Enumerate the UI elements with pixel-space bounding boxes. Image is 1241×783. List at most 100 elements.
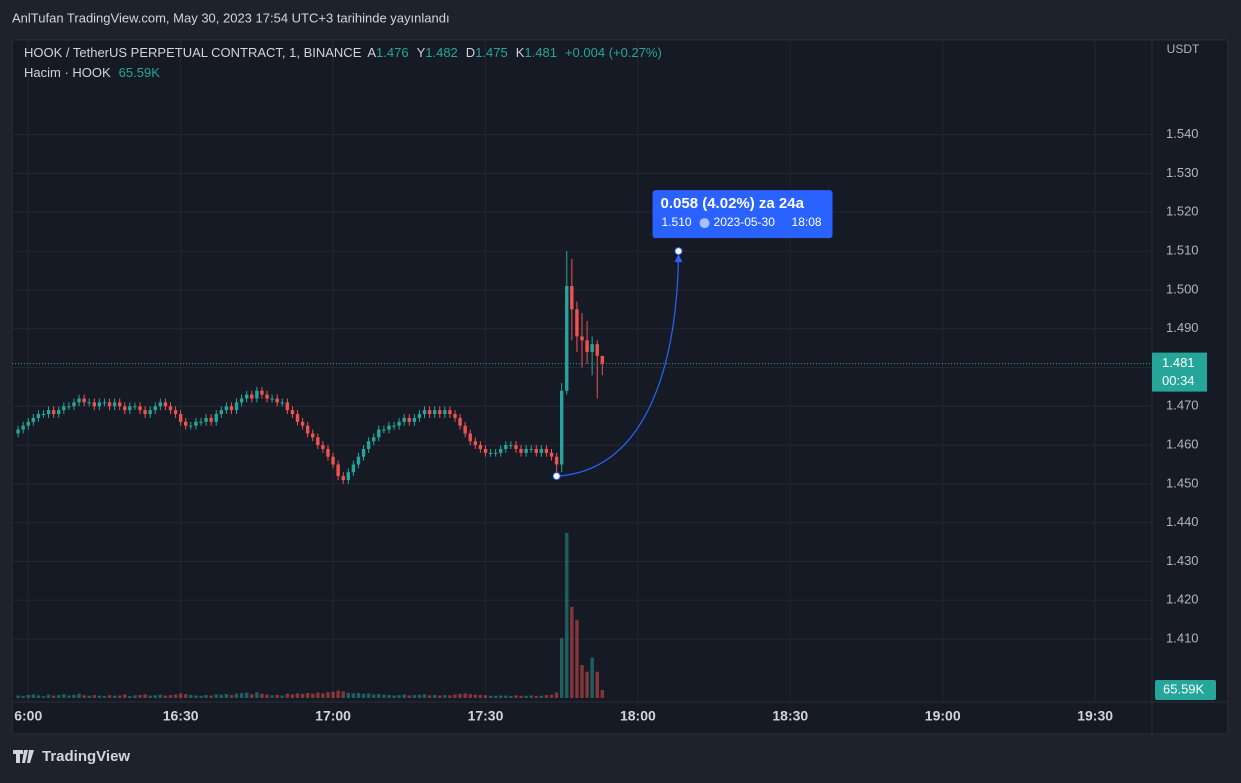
candle-body [239, 398, 244, 403]
x-tick-label: 19:30 [1077, 708, 1113, 724]
volume-bar [46, 694, 51, 698]
volume-bar [519, 695, 523, 698]
volume-bar [326, 692, 330, 698]
candle-body [26, 421, 30, 426]
candle-body [473, 441, 478, 446]
volume-bar [559, 638, 564, 698]
ohlc-value: 1.482 [425, 45, 458, 60]
volume-bar [311, 693, 315, 698]
candle-body [407, 417, 411, 422]
projection-curve [556, 255, 680, 477]
candle-body [600, 355, 605, 364]
volume-value: 65.59K [119, 65, 161, 80]
volume-bar [529, 695, 533, 698]
candle-body [463, 425, 467, 434]
volume-legend: Hacim · HOOK 65.59K [24, 65, 160, 80]
volume-bar [260, 693, 264, 698]
candle-body [178, 414, 183, 422]
volume-bar [275, 694, 279, 698]
annotation-price: 1.510 [662, 215, 692, 229]
volume-bar [366, 693, 371, 698]
candle-body [184, 421, 188, 426]
candle-body [361, 448, 366, 457]
symbol-legend: HOOK / TetherUS PERPETUAL CONTRACT, 1, B… [24, 45, 662, 60]
candle-body [529, 448, 533, 450]
candle-body [595, 344, 599, 356]
y-tick-label: 1.500 [1166, 281, 1199, 296]
candle-body [468, 433, 472, 442]
candle-body [311, 433, 315, 438]
volume-bar [356, 692, 361, 698]
arrow-head [674, 254, 683, 263]
volume-bar [148, 695, 152, 698]
volume-bar [509, 695, 513, 698]
change: +0.004 (+0.27%) [565, 45, 662, 60]
logo-icon [13, 750, 34, 763]
y-tick-label: 1.510 [1166, 243, 1199, 258]
candle-body [397, 421, 401, 426]
volume-bar [184, 693, 188, 698]
candle-body [590, 344, 594, 352]
volume-bar [514, 695, 518, 698]
candle-body [255, 390, 259, 399]
y-tick-label: 1.530 [1166, 165, 1199, 180]
candle-body [46, 410, 51, 415]
volume-title: Hacim · HOOK [24, 65, 111, 80]
volume-bar [72, 694, 76, 698]
logo-text: TradingView [42, 748, 130, 765]
candle-body [432, 410, 437, 415]
candle-body [31, 417, 36, 422]
candle-body [422, 410, 427, 415]
volume-bar [570, 606, 574, 698]
clock-icon [699, 218, 710, 229]
volume-bar [41, 696, 46, 698]
currency: USDT [1167, 42, 1200, 56]
y-tick-label: 1.460 [1166, 437, 1199, 452]
volume-bar [392, 695, 396, 698]
candle-body [504, 445, 508, 449]
volume-bar [250, 694, 254, 698]
candle-body [265, 394, 269, 399]
volume-bar [229, 694, 234, 698]
candle-body [534, 448, 538, 453]
candle-body [549, 452, 554, 457]
volume-bar [539, 695, 544, 698]
candle-body [173, 410, 178, 415]
volume-bar [300, 693, 305, 698]
volume-bar [427, 695, 432, 698]
candle-body [499, 448, 503, 453]
candle-body [204, 417, 208, 422]
volume-bar [194, 695, 198, 698]
ohlc-value: 1.475 [475, 45, 508, 60]
candle-body [392, 425, 396, 427]
volume-bar [107, 695, 112, 698]
candle-body [524, 448, 528, 453]
candle-body [372, 437, 376, 442]
candle-body [402, 417, 406, 422]
candle-body [427, 410, 432, 415]
volume-bar [316, 692, 320, 698]
candle-body [275, 398, 279, 403]
volume-bar [361, 693, 366, 698]
volume-bar [412, 695, 417, 698]
candle-body [133, 406, 137, 408]
x-tick-label: 17:30 [468, 708, 504, 724]
volume-bar [336, 690, 340, 698]
candle-body [21, 425, 25, 430]
end-point [674, 247, 683, 256]
candle-body [295, 414, 300, 422]
symbol: HOOK / TetherUS PERPETUAL CONTRACT, 1, B… [24, 45, 362, 60]
volume-bar [549, 694, 554, 698]
candle-body [244, 394, 249, 399]
candle-body [270, 398, 274, 400]
volume-bar [265, 694, 269, 698]
candle-body [443, 410, 447, 415]
candle-body [92, 402, 96, 407]
volume-bar [580, 665, 584, 698]
ohlc-key: D [466, 45, 475, 60]
candle-body [153, 406, 157, 411]
candle-body [300, 421, 305, 426]
volume-bar [87, 695, 91, 698]
candle-body [377, 429, 381, 438]
volume-bar [92, 695, 96, 698]
